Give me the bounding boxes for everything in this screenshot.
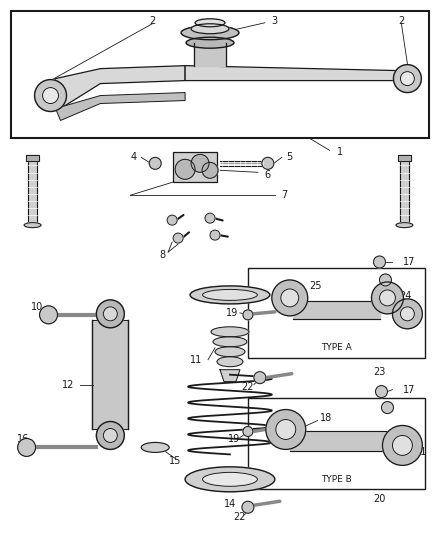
Text: 10: 10 bbox=[31, 302, 43, 312]
Circle shape bbox=[392, 299, 422, 329]
Circle shape bbox=[202, 163, 218, 178]
Ellipse shape bbox=[24, 223, 41, 228]
Text: 5: 5 bbox=[286, 152, 293, 163]
Circle shape bbox=[276, 419, 296, 439]
Text: 6: 6 bbox=[265, 170, 271, 180]
Circle shape bbox=[175, 159, 195, 179]
Text: 22: 22 bbox=[234, 512, 246, 522]
Circle shape bbox=[39, 306, 57, 324]
Text: 18: 18 bbox=[320, 413, 332, 423]
Text: 25: 25 bbox=[309, 281, 322, 291]
Circle shape bbox=[262, 157, 274, 169]
Text: 22: 22 bbox=[242, 382, 254, 392]
Polygon shape bbox=[26, 155, 39, 161]
Circle shape bbox=[96, 300, 124, 328]
Ellipse shape bbox=[217, 357, 243, 367]
Circle shape bbox=[272, 280, 308, 316]
Circle shape bbox=[96, 422, 124, 449]
Circle shape bbox=[381, 401, 393, 414]
Circle shape bbox=[243, 310, 253, 320]
Circle shape bbox=[103, 307, 117, 321]
Circle shape bbox=[374, 256, 385, 268]
Circle shape bbox=[210, 230, 220, 240]
Circle shape bbox=[35, 79, 67, 111]
Text: 16: 16 bbox=[17, 434, 29, 445]
Circle shape bbox=[375, 385, 388, 398]
Circle shape bbox=[205, 213, 215, 223]
Ellipse shape bbox=[185, 467, 275, 492]
Text: 7: 7 bbox=[282, 190, 288, 200]
Bar bbox=[248, 398, 425, 489]
Ellipse shape bbox=[181, 26, 239, 40]
Polygon shape bbox=[185, 66, 407, 80]
Ellipse shape bbox=[186, 37, 234, 48]
Text: 2: 2 bbox=[398, 16, 405, 26]
Text: 9: 9 bbox=[307, 287, 313, 297]
Circle shape bbox=[379, 290, 396, 306]
Circle shape bbox=[281, 289, 299, 307]
Text: 12: 12 bbox=[62, 379, 74, 390]
Ellipse shape bbox=[141, 442, 169, 453]
Text: 13: 13 bbox=[284, 415, 296, 424]
Circle shape bbox=[400, 71, 414, 86]
Circle shape bbox=[371, 282, 403, 314]
Circle shape bbox=[254, 372, 266, 384]
Text: TYPE B: TYPE B bbox=[321, 475, 352, 484]
Ellipse shape bbox=[190, 286, 270, 304]
Text: 17: 17 bbox=[403, 385, 416, 394]
Ellipse shape bbox=[213, 337, 247, 347]
Text: 19: 19 bbox=[226, 308, 238, 318]
Text: 20: 20 bbox=[373, 494, 386, 504]
Text: 21: 21 bbox=[414, 447, 427, 457]
Polygon shape bbox=[56, 93, 185, 120]
Ellipse shape bbox=[202, 472, 258, 486]
Ellipse shape bbox=[211, 327, 249, 337]
Circle shape bbox=[173, 233, 183, 243]
Text: 1: 1 bbox=[336, 147, 343, 157]
Text: 19: 19 bbox=[228, 434, 240, 445]
Polygon shape bbox=[194, 43, 226, 66]
Polygon shape bbox=[220, 370, 240, 382]
Polygon shape bbox=[290, 432, 389, 451]
Ellipse shape bbox=[215, 347, 245, 357]
Circle shape bbox=[382, 425, 422, 465]
Circle shape bbox=[242, 501, 254, 513]
Circle shape bbox=[392, 435, 413, 455]
Polygon shape bbox=[400, 155, 409, 225]
Text: 15: 15 bbox=[169, 456, 181, 466]
Circle shape bbox=[266, 409, 306, 449]
Polygon shape bbox=[28, 155, 37, 225]
Ellipse shape bbox=[195, 19, 225, 27]
Text: 11: 11 bbox=[190, 354, 202, 365]
Circle shape bbox=[103, 429, 117, 442]
Text: 8: 8 bbox=[159, 250, 165, 260]
Circle shape bbox=[18, 439, 35, 456]
Text: 14: 14 bbox=[224, 499, 236, 509]
Ellipse shape bbox=[191, 24, 229, 34]
Circle shape bbox=[379, 274, 392, 286]
Text: TYPE A: TYPE A bbox=[321, 343, 352, 352]
Polygon shape bbox=[92, 320, 128, 430]
Polygon shape bbox=[398, 155, 411, 161]
Text: 24: 24 bbox=[399, 291, 412, 301]
Bar bbox=[173, 152, 217, 182]
Circle shape bbox=[243, 426, 253, 437]
Circle shape bbox=[167, 215, 177, 225]
Bar bbox=[11, 11, 429, 139]
Text: 4: 4 bbox=[130, 152, 136, 163]
Text: 17: 17 bbox=[403, 257, 416, 267]
Circle shape bbox=[393, 64, 421, 93]
Polygon shape bbox=[46, 66, 185, 109]
Circle shape bbox=[400, 307, 414, 321]
Text: 3: 3 bbox=[272, 16, 278, 26]
Circle shape bbox=[42, 87, 59, 103]
Text: 23: 23 bbox=[373, 367, 386, 377]
Circle shape bbox=[149, 157, 161, 169]
Ellipse shape bbox=[396, 223, 413, 228]
Bar bbox=[248, 268, 425, 358]
Text: 2: 2 bbox=[149, 16, 155, 26]
Circle shape bbox=[191, 155, 209, 172]
Polygon shape bbox=[293, 301, 381, 319]
Ellipse shape bbox=[202, 289, 258, 301]
